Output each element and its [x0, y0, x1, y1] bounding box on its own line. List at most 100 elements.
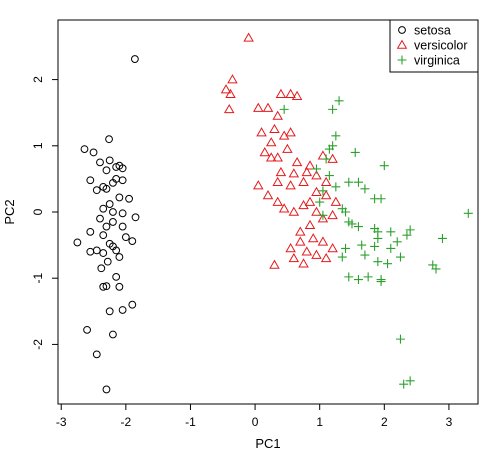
setosa-point — [99, 282, 108, 291]
virginica-point — [431, 264, 441, 274]
versicolor-point — [288, 206, 300, 216]
virginica-point — [334, 96, 344, 106]
setosa-point — [97, 264, 106, 273]
virginica-point — [324, 171, 334, 181]
virginica-point — [318, 186, 328, 196]
versicolor-point — [243, 32, 254, 42]
setosa-point — [118, 222, 127, 231]
y-tick-label: 0 — [31, 208, 45, 215]
setosa-point — [73, 238, 82, 247]
setosa-point — [102, 184, 111, 193]
versicolor-point — [220, 84, 232, 94]
virginica-point — [311, 164, 321, 174]
virginica-point — [379, 161, 389, 171]
versicolor-point — [301, 166, 313, 177]
versicolor-point — [317, 213, 329, 223]
legend-virginica-marker — [397, 55, 407, 65]
axes: -3 -2 -1 0 1 2 3 -2 -1 0 1 2 PC1 PC2 — [2, 19, 479, 451]
y-tick-label: -2 — [31, 339, 45, 350]
setosa-point — [86, 247, 95, 256]
versicolor-point — [275, 88, 287, 98]
y-tick-label: 2 — [31, 76, 45, 83]
virginica-point — [347, 219, 357, 229]
setosa-point — [86, 227, 95, 236]
versicolor-point — [295, 226, 306, 236]
virginica-point — [386, 243, 396, 253]
virginica-point — [328, 104, 338, 114]
setosa-point — [102, 282, 111, 291]
versicolor-point — [269, 259, 280, 269]
setosa-point — [99, 231, 108, 240]
virginica-point — [321, 154, 331, 164]
versicolor-point — [223, 103, 235, 114]
virginica-point — [402, 230, 412, 240]
setosa-point — [102, 385, 111, 394]
versicolor-point — [298, 176, 309, 187]
setosa-point — [109, 208, 117, 216]
versicolor-point — [262, 102, 274, 112]
versicolor-point — [295, 236, 306, 246]
virginica-point — [405, 225, 415, 235]
legend-setosa-label: setosa — [414, 24, 451, 38]
versicolor-point — [301, 246, 313, 256]
versicolor-point — [304, 219, 316, 230]
setosa-point — [102, 222, 111, 231]
setosa-point — [105, 200, 114, 208]
setosa-point — [115, 282, 124, 291]
versicolor-point — [285, 127, 296, 137]
virginica-point — [315, 197, 325, 207]
setosa-point — [89, 148, 98, 157]
versicolor-point — [320, 190, 332, 200]
versicolor-point — [320, 252, 332, 263]
versicolor-point — [311, 206, 322, 216]
versicolor-point — [282, 143, 293, 153]
data-points — [73, 32, 473, 394]
versicolor-point — [265, 152, 277, 162]
virginica-point — [341, 243, 351, 253]
versicolor-point — [320, 176, 332, 187]
versicolor-point — [288, 252, 300, 263]
setosa-point — [118, 209, 127, 218]
setosa-point — [99, 204, 108, 213]
setosa-point — [102, 166, 111, 175]
virginica-point — [386, 227, 396, 237]
setosa-point — [118, 176, 127, 185]
setosa-point — [105, 135, 113, 144]
virginica-point — [395, 334, 405, 344]
virginica-point — [395, 252, 405, 262]
x-tick-label: 2 — [381, 415, 388, 429]
setosa-point — [96, 214, 104, 223]
virginica-point — [337, 252, 347, 262]
virginica-point — [463, 208, 473, 218]
y-tick-label: 1 — [31, 142, 45, 149]
virginica-point — [353, 222, 363, 232]
setosa-point — [112, 246, 121, 255]
x-tick-label: -1 — [185, 415, 196, 429]
setosa-point — [92, 350, 101, 359]
setosa-point — [128, 237, 137, 246]
y-tick-label: -1 — [31, 273, 45, 284]
setosa-point — [115, 253, 124, 261]
versicolor-point — [272, 152, 283, 162]
setosa-point — [103, 257, 112, 266]
virginica-point — [353, 177, 363, 187]
versicolor-point — [259, 147, 271, 157]
versicolor-point — [272, 176, 283, 187]
virginica-point — [353, 275, 363, 285]
setosa-point — [99, 249, 108, 257]
setosa-point — [80, 145, 89, 154]
virginica-point — [376, 194, 386, 204]
versicolor-point — [327, 209, 338, 220]
plot-frame — [57, 19, 479, 405]
x-tick-label: 1 — [316, 415, 323, 429]
virginica-point — [331, 131, 341, 141]
virginica-point — [373, 257, 383, 267]
versicolor-point — [307, 233, 319, 243]
versicolor-point — [272, 196, 283, 206]
versicolor-point — [330, 196, 342, 206]
setosa-point — [105, 307, 114, 316]
virginica-point — [392, 237, 402, 247]
versicolor-point — [304, 196, 316, 206]
setosa-point — [121, 233, 130, 242]
setosa-point — [128, 300, 137, 309]
